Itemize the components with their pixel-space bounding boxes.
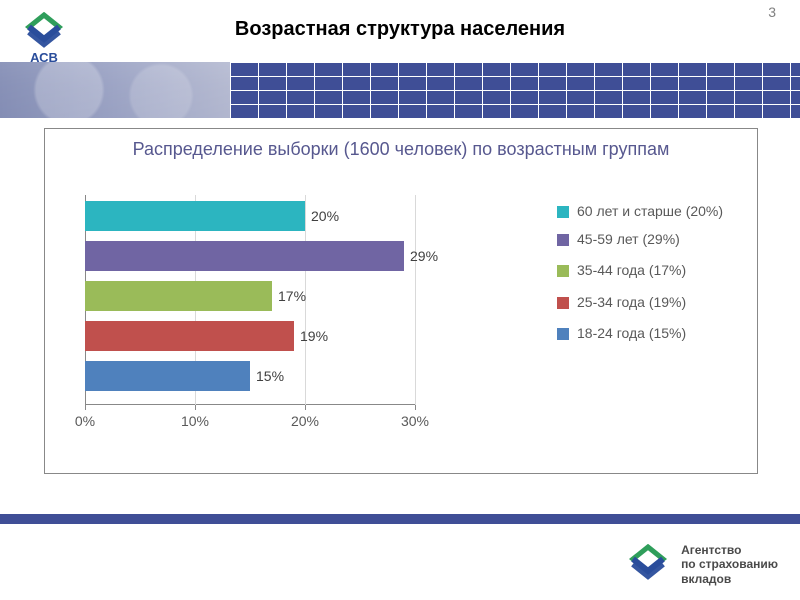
bar-value-label: 15% <box>256 368 284 384</box>
legend-swatch <box>557 328 569 340</box>
x-tick-label: 20% <box>291 413 319 429</box>
legend-swatch <box>557 297 569 309</box>
bar-value-label: 20% <box>311 208 339 224</box>
legend-item: 18-24 года (15%) <box>557 325 743 343</box>
bar <box>85 361 250 391</box>
footer-line3: вкладов <box>681 572 778 586</box>
footer-logo: Агентство по страхованию вкладов <box>625 543 778 586</box>
legend-item: 35-44 года (17%) <box>557 262 743 280</box>
footer-line1: Агентство <box>681 543 778 557</box>
legend-label: 45-59 лет (29%) <box>577 231 680 249</box>
bar <box>85 281 272 311</box>
legend-item: 45-59 лет (29%) <box>557 231 743 249</box>
chart-container: Распределение выборки (1600 человек) по … <box>44 128 758 474</box>
x-tick-label: 0% <box>75 413 95 429</box>
header: 3 АСВ Возрастная структура населения <box>0 0 800 120</box>
bar-value-label: 19% <box>300 328 328 344</box>
bar-value-label: 29% <box>410 248 438 264</box>
gridline <box>415 195 416 405</box>
x-tick <box>85 405 86 410</box>
footer-org-name: Агентство по страхованию вкладов <box>681 543 778 586</box>
bar-value-label: 17% <box>278 288 306 304</box>
banner-art <box>0 62 230 118</box>
x-axis <box>85 404 415 405</box>
legend-swatch <box>557 265 569 277</box>
x-tick-label: 30% <box>401 413 429 429</box>
x-tick <box>305 405 306 410</box>
legend-swatch <box>557 234 569 246</box>
footer-line2: по страхованию <box>681 557 778 571</box>
legend-item: 60 лет и старше (20%) <box>557 203 743 221</box>
legend-item: 25-34 года (19%) <box>557 294 743 312</box>
bar <box>85 201 305 231</box>
legend-label: 18-24 года (15%) <box>577 325 686 343</box>
legend-label: 60 лет и старше (20%) <box>577 203 723 221</box>
legend-label: 25-34 года (19%) <box>577 294 686 312</box>
diamond-icon <box>625 544 671 584</box>
x-tick <box>195 405 196 410</box>
legend-label: 35-44 года (17%) <box>577 262 686 280</box>
x-tick-label: 10% <box>181 413 209 429</box>
bar <box>85 241 404 271</box>
legend-swatch <box>557 206 569 218</box>
banner-grid <box>230 62 800 118</box>
chart-title: Распределение выборки (1600 человек) по … <box>45 139 757 160</box>
legend: 60 лет и старше (20%) 45-59 лет (29%) 35-4… <box>557 203 743 357</box>
bar <box>85 321 294 351</box>
page-title: Возрастная структура населения <box>0 18 800 41</box>
footer-band <box>0 514 800 524</box>
x-tick <box>415 405 416 410</box>
plot-area: 0%10%20%30%20%29%17%19%15% <box>85 195 525 445</box>
decorative-banner <box>0 62 800 118</box>
